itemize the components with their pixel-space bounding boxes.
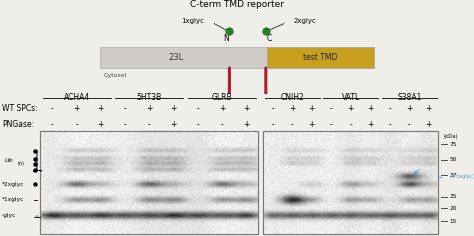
- Bar: [40, 131, 258, 234]
- Text: C-term TMD reporter: C-term TMD reporter: [190, 0, 284, 9]
- Text: +: +: [309, 120, 315, 129]
- Text: -: -: [51, 120, 54, 129]
- Text: -: -: [75, 120, 78, 129]
- Text: 2xglyc: 2xglyc: [294, 18, 317, 24]
- Text: (+3xglyc): (+3xglyc): [449, 174, 474, 179]
- Text: -: -: [272, 104, 274, 113]
- Text: +: +: [98, 120, 104, 129]
- Text: 1xglyc: 1xglyc: [182, 18, 204, 24]
- Text: test TMD: test TMD: [303, 53, 337, 62]
- Text: -: -: [388, 104, 391, 113]
- Text: -: -: [148, 120, 151, 129]
- Text: -: -: [330, 120, 333, 129]
- Text: WT SPCs:: WT SPCs:: [2, 104, 38, 113]
- Text: -: -: [408, 120, 410, 129]
- Text: -: -: [51, 104, 54, 113]
- Text: VATL: VATL: [342, 93, 360, 102]
- Text: GLRB: GLRB: [212, 93, 232, 102]
- Text: N: N: [224, 34, 229, 43]
- Text: +: +: [73, 104, 80, 113]
- Bar: [100, 47, 374, 68]
- Text: CNIH2: CNIH2: [281, 93, 304, 102]
- Text: +: +: [309, 104, 315, 113]
- Text: +: +: [219, 104, 225, 113]
- Text: (n): (n): [18, 161, 25, 166]
- Text: +: +: [406, 104, 412, 113]
- Text: 37: 37: [449, 173, 457, 177]
- Text: S38A1: S38A1: [397, 93, 421, 102]
- Text: +: +: [98, 104, 104, 113]
- Text: +: +: [347, 104, 354, 113]
- Text: -: -: [124, 120, 127, 129]
- Text: -: -: [330, 104, 333, 113]
- Text: 20: 20: [449, 206, 457, 211]
- Text: -: -: [272, 120, 274, 129]
- Text: 50: 50: [449, 157, 457, 162]
- Text: Ub: Ub: [4, 158, 13, 163]
- Text: +: +: [243, 120, 249, 129]
- Text: +: +: [243, 104, 249, 113]
- Text: +: +: [146, 104, 153, 113]
- Text: +: +: [170, 104, 177, 113]
- Text: +: +: [367, 120, 374, 129]
- Bar: [263, 131, 438, 234]
- Text: +: +: [367, 104, 374, 113]
- Text: +: +: [426, 120, 432, 129]
- Bar: [263, 131, 438, 234]
- Text: -: -: [196, 104, 199, 113]
- Bar: [267, 47, 374, 68]
- Text: *2xglyc: *2xglyc: [1, 182, 24, 187]
- Text: 23L: 23L: [169, 53, 184, 62]
- Bar: [40, 131, 258, 234]
- Text: +: +: [426, 104, 432, 113]
- Text: -: -: [196, 120, 199, 129]
- Text: +: +: [170, 120, 177, 129]
- Text: 5HT3B: 5HT3B: [137, 93, 162, 102]
- Text: (kDa): (kDa): [443, 134, 458, 139]
- Text: 25: 25: [449, 194, 457, 199]
- Text: -: -: [220, 120, 223, 129]
- Text: -: -: [388, 120, 391, 129]
- Text: ACHA4: ACHA4: [64, 93, 90, 102]
- Text: *1xglyc: *1xglyc: [1, 197, 24, 202]
- Text: -glyc: -glyc: [1, 213, 16, 218]
- Text: -: -: [349, 120, 352, 129]
- Text: -: -: [124, 104, 127, 113]
- Text: 15: 15: [449, 219, 457, 224]
- Text: 75: 75: [449, 142, 457, 147]
- Text: +: +: [289, 104, 295, 113]
- Text: C: C: [266, 34, 272, 43]
- Text: -: -: [291, 120, 294, 129]
- Text: PNGase:: PNGase:: [2, 120, 35, 129]
- Text: Cytosol: Cytosol: [103, 73, 127, 78]
